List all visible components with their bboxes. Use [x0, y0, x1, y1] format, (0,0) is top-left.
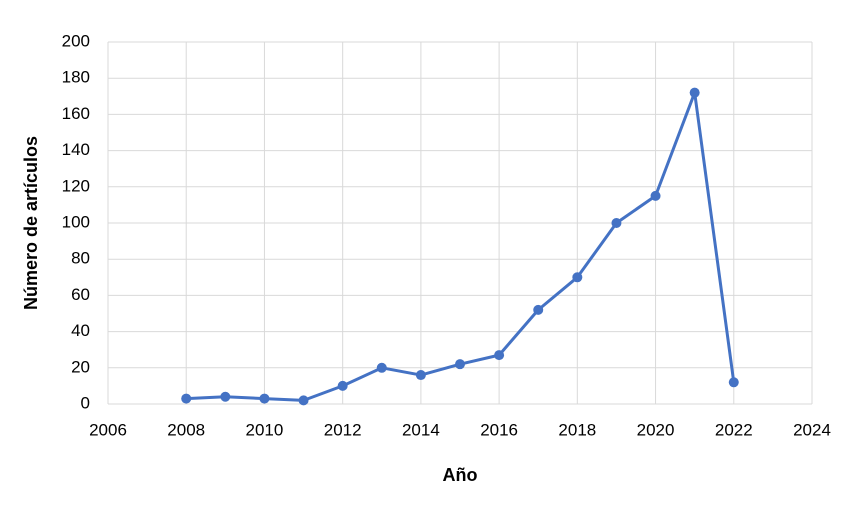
data-point	[689, 87, 700, 98]
x-tick-label: 2010	[246, 420, 284, 439]
y-tick-label: 100	[62, 212, 90, 231]
x-tick-label: 2024	[793, 420, 831, 439]
data-point	[376, 362, 387, 373]
x-tick-label: 2006	[89, 420, 127, 439]
x-axis-title: Año	[443, 465, 478, 485]
data-point	[455, 359, 465, 370]
data-point	[259, 393, 270, 404]
data-point	[611, 218, 622, 228]
y-tick-label: 200	[62, 31, 90, 50]
data-point	[728, 377, 739, 388]
y-tick-label: 160	[62, 104, 90, 123]
y-tick-label: 60	[71, 285, 90, 304]
data-point	[337, 380, 348, 391]
x-tick-label: 2012	[324, 420, 362, 439]
data-point	[415, 370, 426, 381]
x-tick-label: 2018	[558, 420, 596, 439]
y-tick-label: 20	[71, 357, 90, 376]
y-tick-label: 0	[81, 393, 90, 412]
x-tick-label: 2016	[480, 420, 518, 439]
x-tick-label: 2008	[167, 420, 205, 439]
x-tick-label: 2020	[637, 420, 675, 439]
data-point	[650, 190, 661, 201]
data-line	[186, 91, 736, 402]
data-point	[220, 391, 231, 402]
data-point	[298, 395, 309, 406]
y-tick-label: 180	[62, 68, 90, 87]
data-point	[533, 304, 544, 315]
data-point	[181, 393, 192, 404]
y-tick-label: 80	[71, 249, 90, 268]
y-tick-label: 140	[62, 140, 90, 159]
x-tick-label: 2022	[715, 420, 753, 439]
y-tick-label: 40	[71, 321, 90, 340]
y-tick-label: 120	[62, 176, 90, 195]
data-point	[494, 350, 505, 361]
x-tick-label: 2014	[402, 420, 440, 439]
data-point	[572, 272, 583, 283]
y-axis-title: Número de artículos	[21, 136, 41, 310]
